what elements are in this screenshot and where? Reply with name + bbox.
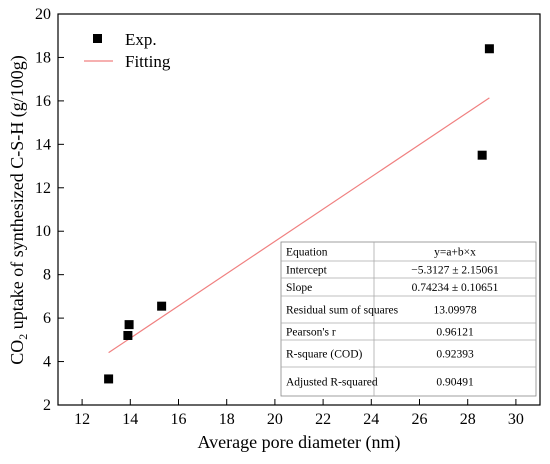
stats-label: Adjusted R-squared xyxy=(286,377,378,389)
stats-value: 0.96121 xyxy=(436,327,474,339)
x-tick-label: 14 xyxy=(122,411,138,428)
y-tick-label: 12 xyxy=(35,180,51,197)
data-point xyxy=(104,374,114,384)
x-tick-label: 18 xyxy=(219,411,235,428)
x-tick-label: 20 xyxy=(267,411,283,428)
y-tick-label: 16 xyxy=(35,93,51,110)
x-tick-label: 26 xyxy=(412,411,428,428)
y-axis-title: CO2 uptake of synthesized C-S-H (g/100g) xyxy=(7,55,30,364)
fitting-line xyxy=(108,97,490,354)
stats-label: Pearson's r xyxy=(286,327,336,339)
data-point xyxy=(124,320,134,330)
stats-label: Residual sum of squares xyxy=(286,305,399,317)
plot-frame xyxy=(57,13,541,406)
y-tick-label: 2 xyxy=(43,397,51,414)
x-axis-title: Average pore diameter (nm) xyxy=(197,432,400,453)
legend-label-exp: Exp. xyxy=(125,30,157,49)
legend-label-fitting: Fitting xyxy=(125,52,171,71)
y-tick-label: 14 xyxy=(35,136,51,153)
data-point xyxy=(477,150,487,160)
stats-value: 0.90491 xyxy=(436,377,474,389)
data-point xyxy=(484,44,494,54)
y-tick-label: 20 xyxy=(35,6,51,23)
x-tick-label: 24 xyxy=(363,411,379,428)
stats-label: R-square (COD) xyxy=(286,349,362,361)
y-axis-title-subscript: 2 xyxy=(16,334,30,340)
stats-value: 0.74234 ± 0.10651 xyxy=(412,282,499,294)
stats-label: Equation xyxy=(286,247,328,259)
x-tick-label: 22 xyxy=(315,411,331,428)
stats-label: Intercept xyxy=(286,265,328,277)
y-tick-label: 4 xyxy=(43,354,51,371)
stats-value: 13.09978 xyxy=(433,305,476,317)
stats-value: y=a+b×x xyxy=(434,247,476,259)
data-point xyxy=(157,301,167,311)
x-tick-label: 30 xyxy=(508,411,524,428)
legend-marker-exp xyxy=(93,34,102,43)
stats-value: 0.92393 xyxy=(436,349,474,361)
y-tick-label: 8 xyxy=(43,267,51,284)
stats-value: −5.3127 ± 2.15061 xyxy=(411,265,499,277)
x-tick-label: 12 xyxy=(74,411,90,428)
y-axis-title-suffix: uptake of synthesized C-S-H (g/100g) xyxy=(7,55,28,333)
y-tick-label: 6 xyxy=(43,310,51,327)
x-tick-label: 16 xyxy=(171,411,187,428)
x-tick-label: 28 xyxy=(460,411,476,428)
stats-label: Slope xyxy=(286,282,312,294)
data-point xyxy=(123,330,133,340)
stats-table-frame xyxy=(280,241,537,397)
y-tick-label: 18 xyxy=(35,49,51,66)
y-axis-title-prefix: CO xyxy=(7,340,27,365)
y-tick-label: 10 xyxy=(35,223,51,240)
